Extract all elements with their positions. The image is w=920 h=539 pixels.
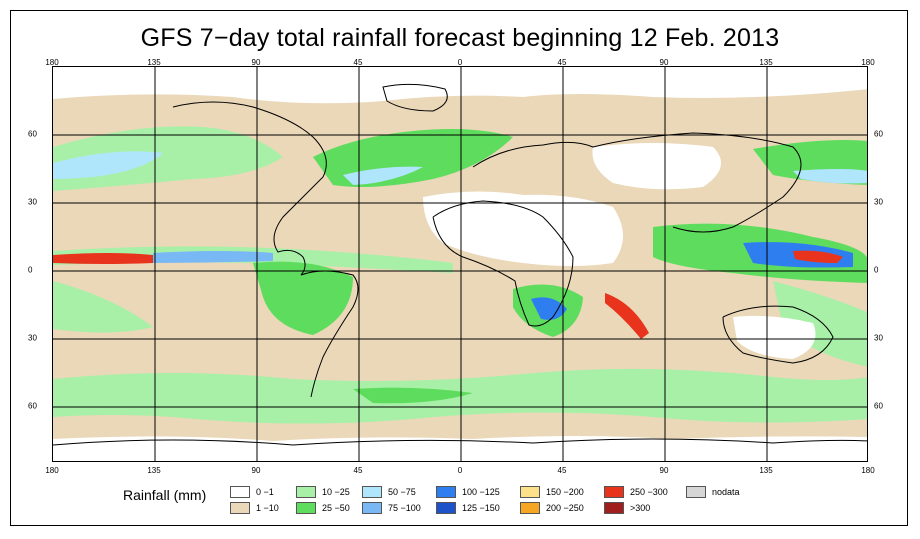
legend-swatch: [520, 486, 540, 498]
lat-tick-left: 60: [28, 129, 37, 139]
lon-tick-bottom: 45: [353, 466, 363, 475]
north-pacific-heavy-rain: [53, 151, 163, 179]
south-america-convection: [253, 261, 353, 335]
lon-tick-top: 90: [251, 58, 261, 67]
lon-tick-top: 45: [353, 58, 363, 67]
lon-tick-top: 0: [457, 58, 463, 67]
lon-tick-bottom: 135: [759, 466, 773, 475]
legend-swatch: [296, 486, 316, 498]
north-pacific-storm-track: [53, 126, 283, 191]
lon-tick-top: 45: [557, 58, 567, 67]
lon-tick-bottom: 45: [557, 466, 567, 475]
lon-tick-top: 180: [45, 58, 59, 67]
maritime-continent-extreme-rain: [793, 250, 843, 263]
north-atlantic-heavy-rain: [343, 166, 423, 185]
itcz-extreme-rain: [53, 253, 153, 264]
legend-swatch: [436, 486, 456, 498]
legend-swatch: [604, 502, 624, 514]
figure-frame: [10, 10, 908, 526]
greenland-coastline: [382, 83, 448, 112]
legend-label: 1 −10: [256, 503, 279, 513]
rainfall-map-svg: [53, 67, 867, 461]
antarctica-coastline: [53, 438, 867, 446]
south-pacific-convergence-zone: [773, 281, 867, 367]
lon-tick-bottom: 180: [861, 466, 875, 475]
australia-dry-region: [733, 315, 816, 359]
legend-swatch: [230, 486, 250, 498]
southern-ocean-moderate-rain: [353, 387, 473, 404]
legend-title: Rainfall (mm): [123, 487, 207, 503]
lon-tick-bottom: 90: [659, 466, 669, 475]
legend-swatch: [362, 502, 382, 514]
sahara-dry-region: [423, 191, 623, 266]
lat-tick-right: 0: [874, 265, 879, 275]
lon-tick-bottom: 0: [457, 466, 463, 475]
legend-label: 75 −100: [388, 503, 421, 513]
south-pacific-east-rain: [53, 281, 153, 333]
north-america-coastline: [172, 101, 327, 276]
lon-tick-top: 135: [147, 58, 161, 67]
itcz-heavy-rain: [153, 251, 273, 263]
rainfall-map: [52, 66, 868, 462]
legend-swatch: [296, 502, 316, 514]
lat-tick-left: 0: [28, 265, 33, 275]
legend-label: 10 −25: [322, 487, 350, 497]
legend-label: >300: [630, 503, 651, 513]
northwest-pacific-heavy-rain: [793, 169, 867, 184]
legend-label: 150 −200: [546, 487, 584, 497]
lon-tick-bottom: 180: [45, 466, 59, 475]
legend-swatch: [230, 502, 250, 514]
legend-label: 25 −50: [322, 503, 350, 513]
graticule: [53, 67, 867, 461]
legend-label: 125 −150: [462, 503, 500, 513]
legend-label: 50 −75: [388, 487, 416, 497]
legend-swatch: [362, 486, 382, 498]
australia-coastline: [722, 305, 834, 364]
lat-tick-right: 60: [874, 401, 883, 411]
lon-tick-top: 180: [861, 58, 875, 67]
lon-tick-top: 135: [759, 58, 773, 67]
indian-ocean-cyclone-rain: [605, 293, 649, 339]
legend-label: 250 −300: [630, 487, 668, 497]
legend-swatch: [436, 502, 456, 514]
legend-label: 100 −125: [462, 487, 500, 497]
page-title: GFS 7−day total rainfall forecast beginn…: [140, 24, 780, 52]
legend-swatch: [686, 486, 706, 498]
central-asia-dry-region: [592, 143, 721, 190]
lon-tick-bottom: 135: [147, 466, 161, 475]
lat-tick-right: 30: [874, 197, 883, 207]
legend-swatch: [520, 502, 540, 514]
lat-tick-left: 30: [28, 197, 37, 207]
lat-tick-left: 30: [28, 333, 37, 343]
lat-tick-right: 30: [874, 333, 883, 343]
lat-tick-right: 60: [874, 129, 883, 139]
lon-tick-top: 90: [659, 58, 669, 67]
legend-swatch: [604, 486, 624, 498]
legend-label: 200 −250: [546, 503, 584, 513]
legend-label: nodata: [712, 487, 740, 497]
legend-label: 0 −1: [256, 487, 274, 497]
southern-africa-heavy-rain: [531, 297, 567, 320]
eurasia-coastline: [472, 132, 802, 233]
lat-tick-left: 60: [28, 401, 37, 411]
south-america-coastline: [300, 270, 359, 398]
lon-tick-bottom: 90: [251, 466, 261, 475]
